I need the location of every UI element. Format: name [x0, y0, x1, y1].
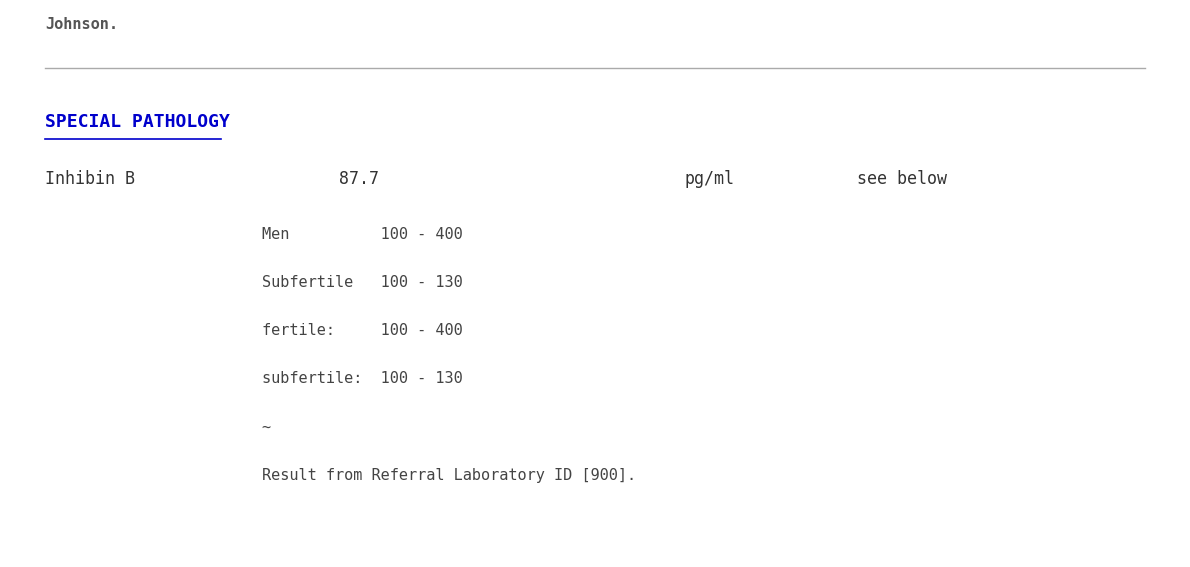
Text: fertile:     100 - 400: fertile: 100 - 400 — [262, 323, 463, 338]
Text: Result from Referral Laboratory ID [900].: Result from Referral Laboratory ID [900]… — [262, 468, 635, 483]
Text: 87.7: 87.7 — [339, 170, 380, 188]
Text: Subfertile   100 - 130: Subfertile 100 - 130 — [262, 275, 463, 290]
Text: subfertile:  100 - 130: subfertile: 100 - 130 — [262, 371, 463, 386]
Text: pg/ml: pg/ml — [684, 170, 734, 188]
Text: Inhibin B: Inhibin B — [45, 170, 136, 188]
Text: see below: see below — [857, 170, 947, 188]
Text: SPECIAL PATHOLOGY: SPECIAL PATHOLOGY — [45, 113, 230, 132]
Text: ~: ~ — [262, 420, 271, 434]
Text: Johnson.: Johnson. — [45, 17, 118, 32]
Text: Men          100 - 400: Men 100 - 400 — [262, 227, 463, 242]
